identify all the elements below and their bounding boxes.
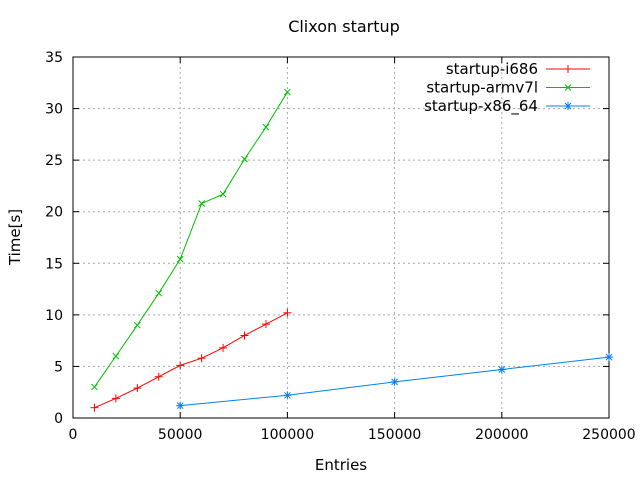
y-tick-label: 5: [54, 359, 63, 375]
series-startup-armv7l: [91, 88, 291, 391]
data-point-marker: [262, 123, 270, 131]
data-point-marker: [176, 255, 184, 263]
data-point-marker: [219, 190, 227, 198]
series-startup-x86_64: [176, 353, 613, 410]
x-tick-label: 50000: [158, 427, 203, 443]
y-tick-label: 0: [54, 411, 63, 427]
x-axis-label: Entries: [315, 456, 367, 474]
data-point-marker: [498, 366, 506, 373]
data-point-marker: [564, 102, 572, 110]
y-tick-label: 10: [45, 308, 63, 324]
y-tick-label: 30: [45, 102, 63, 118]
data-point-marker: [241, 155, 248, 163]
data-point-marker: [91, 383, 98, 391]
data-point-marker: [564, 84, 572, 91]
data-point-marker: [198, 200, 205, 207]
legend-label: startup-x86_64: [424, 97, 538, 116]
y-tick-label: 20: [45, 205, 63, 221]
series-line: [94, 91, 288, 388]
grid-layer: [73, 57, 609, 418]
legend-entry: startup-x86_64: [424, 97, 590, 116]
x-tick-label: 250000: [582, 427, 635, 443]
y-tick-label: 25: [45, 153, 63, 169]
legend-label: startup-armv7l: [426, 79, 538, 97]
y-axis-label: Time[s]: [6, 209, 24, 266]
y-tick-label: 15: [45, 256, 63, 272]
data-point-marker: [133, 321, 141, 329]
data-point-marker: [176, 402, 184, 409]
legend-entry: startup-i686: [446, 60, 590, 78]
series-startup-i686: [90, 308, 292, 412]
x-tick-label: 150000: [368, 427, 421, 443]
series-layer: [90, 88, 613, 412]
legend-entry: startup-armv7l: [426, 79, 590, 97]
data-point-marker: [112, 352, 120, 360]
plot-border: [72, 56, 610, 419]
series-line: [94, 312, 288, 409]
x-tick-label: 100000: [261, 427, 314, 443]
data-point-marker: [284, 88, 291, 96]
axis-layer: 0 50000 100000 150000 200000 250000 0 5 10 15 20 25…: [45, 50, 636, 443]
data-point-marker: [391, 378, 398, 386]
y-tick-label: 35: [45, 50, 63, 66]
legend-label: startup-i686: [446, 60, 538, 78]
x-tick-label: 200000: [475, 427, 528, 443]
data-point-marker: [284, 391, 291, 399]
x-tick-label: 0: [69, 427, 78, 443]
data-point-marker: [155, 289, 163, 297]
data-point-marker: [605, 353, 613, 361]
chart-title: Clixon startup: [288, 17, 400, 36]
